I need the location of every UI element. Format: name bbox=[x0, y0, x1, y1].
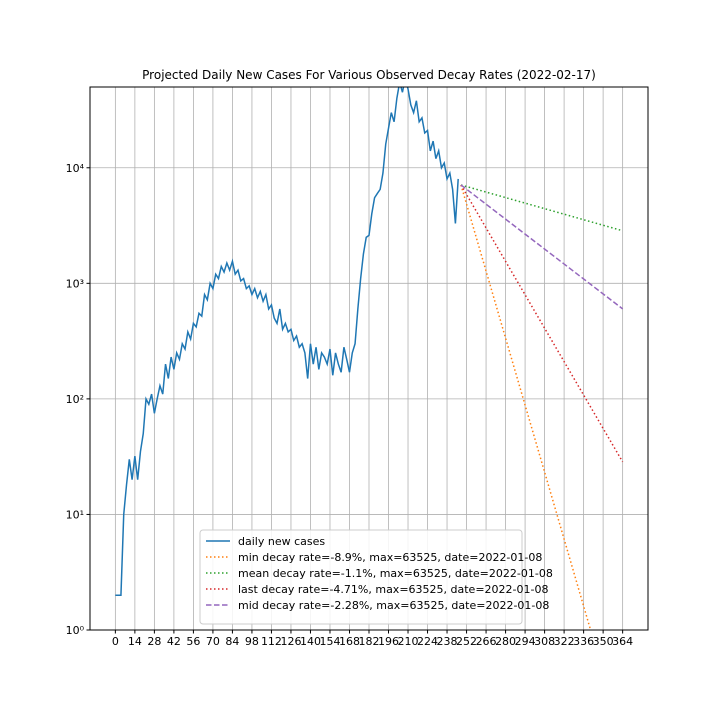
x-tick-label: 42 bbox=[167, 635, 181, 648]
series-line bbox=[460, 184, 624, 310]
y-tick-label: 10² bbox=[66, 393, 84, 406]
x-tick-label: 336 bbox=[573, 635, 594, 648]
x-tick-label: 280 bbox=[495, 635, 516, 648]
x-tick-label: 98 bbox=[245, 635, 259, 648]
x-tick-label: 294 bbox=[515, 635, 536, 648]
x-tick-label: 126 bbox=[280, 635, 301, 648]
ticks: 0 14 28 42 56 70 84 98 1121261401541681821962102… bbox=[66, 162, 634, 648]
legend-label: mean decay rate=-1.1%, max=63525, date=2… bbox=[238, 567, 553, 580]
x-tick-label: 252 bbox=[456, 635, 477, 648]
series-line bbox=[115, 87, 459, 596]
x-tick-label: 364 bbox=[612, 635, 633, 648]
series-line bbox=[460, 184, 624, 463]
x-tick-label: 14 bbox=[128, 635, 142, 648]
y-tick-label: 10⁴ bbox=[66, 162, 85, 175]
series-line bbox=[460, 184, 623, 232]
x-tick-label: 322 bbox=[554, 635, 575, 648]
y-tick-label: 10⁰ bbox=[66, 624, 85, 637]
x-tick-label: 238 bbox=[437, 635, 458, 648]
legend-label: mid decay rate=-2.28%, max=63525, date=2… bbox=[238, 599, 549, 612]
legend: daily new cases min decay rate=-8.9%, max… bbox=[199, 529, 553, 625]
x-tick-label: 196 bbox=[378, 635, 399, 648]
x-tick-label: 168 bbox=[339, 635, 360, 648]
legend-label: daily new cases bbox=[238, 535, 325, 548]
x-tick-label: 308 bbox=[534, 635, 555, 648]
x-tick-label: 224 bbox=[417, 635, 438, 648]
x-tick-label: 154 bbox=[319, 635, 340, 648]
y-tick-label: 10³ bbox=[66, 277, 84, 290]
x-tick-label: 84 bbox=[225, 635, 239, 648]
x-tick-label: 210 bbox=[398, 635, 419, 648]
x-tick-label: 182 bbox=[359, 635, 380, 648]
x-tick-label: 70 bbox=[206, 635, 220, 648]
x-tick-label: 266 bbox=[476, 635, 497, 648]
legend-label: last decay rate=-4.71%, max=63525, date=… bbox=[238, 583, 548, 596]
x-tick-label: 350 bbox=[593, 635, 614, 648]
legend-label: min decay rate=-8.9%, max=63525, date=20… bbox=[238, 551, 542, 564]
chart-title: Projected Daily New Cases For Various Ob… bbox=[142, 68, 596, 82]
x-tick-label: 112 bbox=[261, 635, 282, 648]
x-tick-label: 28 bbox=[147, 635, 161, 648]
series-line bbox=[460, 184, 592, 630]
x-tick-label: 56 bbox=[186, 635, 200, 648]
x-tick-label: 140 bbox=[300, 635, 321, 648]
y-tick-label: 10¹ bbox=[66, 508, 84, 521]
x-tick-label: 0 bbox=[112, 635, 119, 648]
legend-box bbox=[199, 529, 523, 625]
